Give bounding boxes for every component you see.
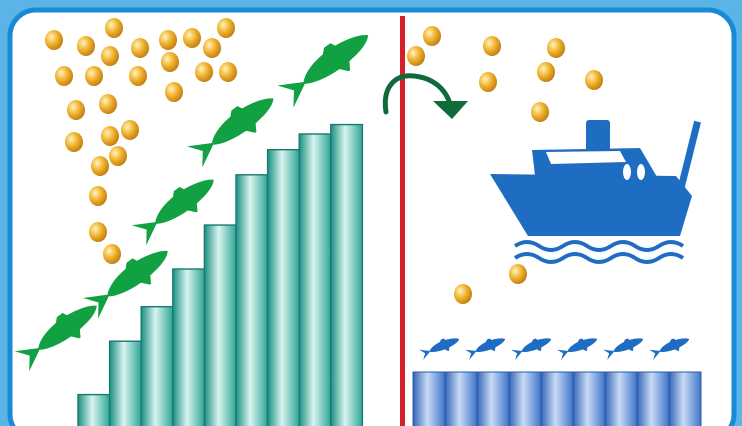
- coin-icon: [483, 36, 501, 56]
- coin-icon: [423, 26, 441, 46]
- stock-bar-left: [203, 224, 237, 426]
- coin-icon: [99, 94, 117, 114]
- coin-icon: [537, 62, 555, 82]
- stock-bar-right: [508, 371, 542, 426]
- stock-bar-right: [668, 371, 702, 426]
- coin-icon: [159, 30, 177, 50]
- coin-icon: [479, 72, 497, 92]
- coin-icon: [547, 38, 565, 58]
- stock-bar-right: [444, 371, 478, 426]
- stock-bar-right: [636, 371, 670, 426]
- coin-icon: [89, 222, 107, 242]
- coins-group: [45, 18, 603, 304]
- stock-bar-right: [540, 371, 574, 426]
- coin-icon: [89, 186, 107, 206]
- stock-bar-left: [77, 393, 111, 426]
- stock-bar-left: [235, 174, 269, 426]
- coin-icon: [165, 82, 183, 102]
- coin-icon: [101, 126, 119, 146]
- coin-icon: [531, 102, 549, 122]
- coin-icon: [129, 66, 147, 86]
- stock-bar-left: [266, 148, 300, 426]
- coin-icon: [91, 156, 109, 176]
- coin-icon: [105, 18, 123, 38]
- stock-bar-left: [172, 268, 206, 426]
- coin-icon: [219, 62, 237, 82]
- coin-icon: [65, 132, 83, 152]
- coin-icon: [161, 52, 179, 72]
- stock-bar-right: [412, 371, 446, 426]
- coin-icon: [101, 46, 119, 66]
- coin-icon: [85, 66, 103, 86]
- stock-bar-left: [330, 123, 364, 426]
- coin-icon: [203, 38, 221, 58]
- right-stock-bars: [412, 371, 702, 426]
- stock-bar-left: [108, 340, 142, 426]
- left-stock-bars: [77, 123, 364, 426]
- stock-bar-right: [572, 371, 606, 426]
- fishing-boat-icon: [490, 120, 701, 236]
- coin-icon: [131, 38, 149, 58]
- stock-bar-left: [298, 133, 332, 426]
- wave-icon: [513, 240, 685, 264]
- coin-icon: [55, 66, 73, 86]
- coin-icon: [109, 146, 127, 166]
- curved-arrow-icon: [382, 73, 468, 119]
- coin-icon: [407, 46, 425, 66]
- coin-icon: [77, 36, 95, 56]
- coin-icon: [585, 70, 603, 90]
- coin-icon: [45, 30, 63, 50]
- coin-icon: [195, 62, 213, 82]
- coin-icon: [454, 284, 472, 304]
- stock-bar-right: [476, 371, 510, 426]
- coin-icon: [509, 264, 527, 284]
- stock-bar-left: [140, 305, 174, 426]
- coin-icon: [67, 100, 85, 120]
- coin-icon: [183, 28, 201, 48]
- coin-icon: [103, 244, 121, 264]
- stock-bar-right: [604, 371, 638, 426]
- coin-icon: [217, 18, 235, 38]
- divider-line: [400, 16, 405, 426]
- coin-icon: [121, 120, 139, 140]
